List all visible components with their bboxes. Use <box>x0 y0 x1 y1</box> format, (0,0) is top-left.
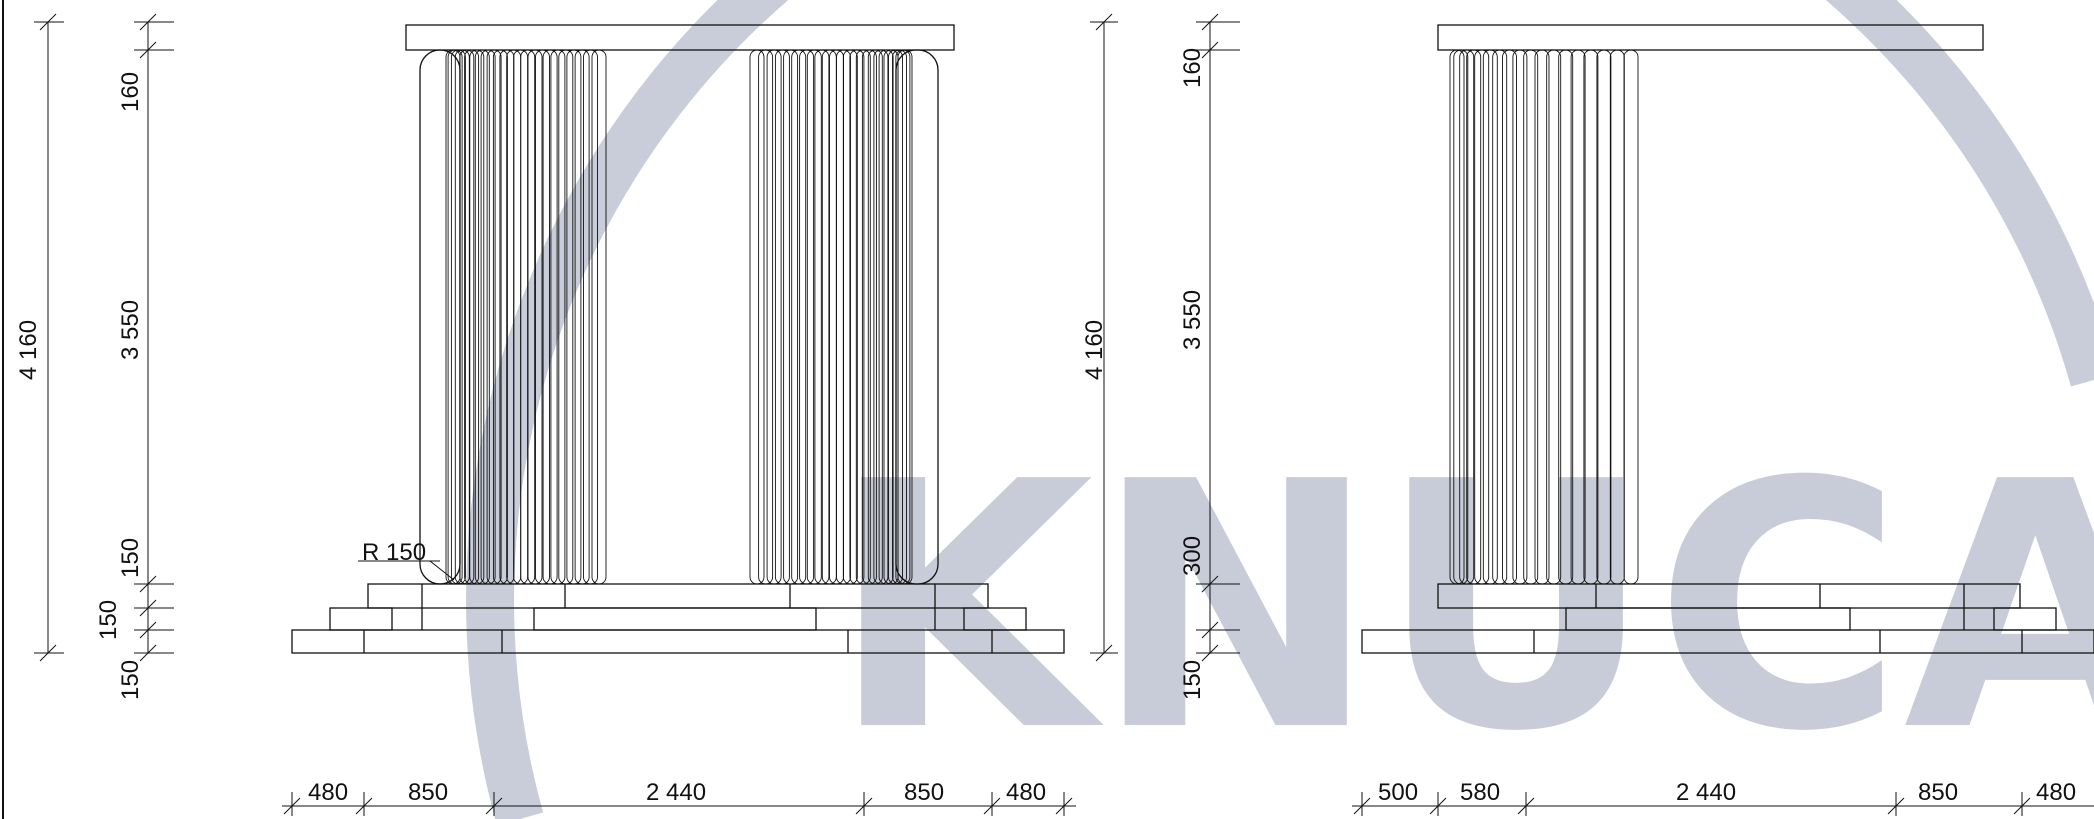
left-height-base-2: 150 <box>95 600 122 640</box>
left-slat <box>783 49 799 585</box>
right-width-4: 850 <box>1918 779 1958 806</box>
left-height-pillar: 3 550 <box>117 300 144 360</box>
left-height-base-1: 150 <box>117 538 144 578</box>
left-foundation <box>291 629 1065 654</box>
left-outer-pillar-a <box>419 49 461 585</box>
left-slat <box>566 49 582 585</box>
left-slat <box>450 49 466 585</box>
right-width-3: 2 440 <box>1676 779 1736 806</box>
right-width-2: 580 <box>1460 779 1500 806</box>
right-slat-group <box>1449 49 1639 585</box>
left-width-5: 480 <box>1006 779 1046 806</box>
left-slat <box>583 49 598 585</box>
watermark-arc <box>466 0 2094 819</box>
right-height-base-2: 150 <box>1179 660 1206 700</box>
left-slat <box>791 49 807 585</box>
left-width-dimensions <box>282 792 1076 816</box>
left-height-base-3: 150 <box>117 660 144 700</box>
radius-leader <box>429 560 455 581</box>
left-slat <box>766 49 782 585</box>
right-height-pillar: 3 550 <box>1179 290 1206 350</box>
radius-label: R 150 <box>362 539 426 566</box>
right-height-dimensions <box>1090 13 1240 662</box>
left-slat <box>799 49 815 585</box>
left-slat <box>758 49 774 585</box>
left-height-dimensions <box>34 13 174 662</box>
left-top-beam <box>405 24 955 51</box>
watermark: KNUCA <box>466 0 2094 819</box>
right-height-top-beam: 160 <box>1179 48 1206 88</box>
right-top-beam <box>1437 24 1984 51</box>
left-slat <box>591 49 607 585</box>
left-elevation <box>291 24 1065 654</box>
right-width-1: 500 <box>1378 779 1418 806</box>
right-width-5: 480 <box>2036 779 2076 806</box>
left-overall-height: 4 160 <box>15 320 42 380</box>
left-step-2 <box>329 607 393 631</box>
right-elevation <box>1361 24 2094 654</box>
left-step-2-center <box>533 607 817 631</box>
left-width-4: 850 <box>904 779 944 806</box>
right-overall-height: 4 160 <box>1081 320 1108 380</box>
left-height-top-beam: 160 <box>117 72 144 112</box>
right-height-base-1: 300 <box>1179 536 1206 576</box>
right-width-dimensions <box>1352 792 2094 816</box>
right-foundation <box>1361 629 2094 654</box>
left-width-1: 480 <box>308 779 348 806</box>
left-slat <box>774 49 790 585</box>
left-slat <box>749 49 765 585</box>
left-width-2: 850 <box>408 779 448 806</box>
left-slat <box>574 49 590 585</box>
left-width-3: 2 440 <box>646 779 706 806</box>
left-slat <box>806 49 822 585</box>
